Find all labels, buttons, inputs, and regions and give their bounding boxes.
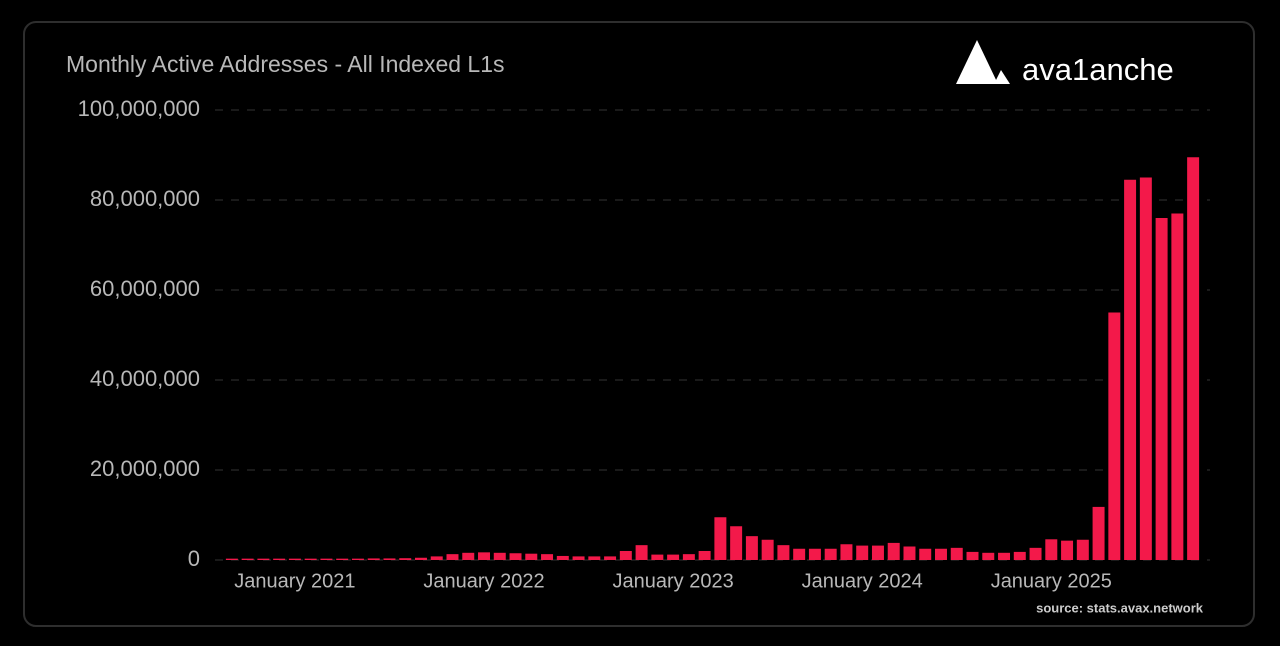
y-tick-label: 100,000,000: [78, 96, 200, 121]
bar: [887, 542, 900, 560]
bar: [667, 554, 680, 560]
bar: [1139, 177, 1152, 560]
bar: [446, 554, 459, 560]
bar: [966, 551, 979, 560]
bar: [414, 557, 427, 560]
bar: [493, 552, 506, 560]
bar: [1076, 539, 1089, 560]
card: [23, 21, 1255, 627]
chart-title: Monthly Active Addresses - All Indexed L…: [66, 51, 505, 77]
bar: [383, 558, 396, 560]
bar: [288, 558, 301, 560]
bar: [793, 548, 806, 560]
bar: [714, 517, 727, 560]
bar: [572, 556, 585, 560]
y-tick-label: 80,000,000: [90, 186, 200, 211]
bar: [1092, 506, 1105, 560]
bar: [808, 548, 821, 560]
logo-mark: [956, 40, 998, 84]
bar: [225, 558, 238, 560]
x-tick-label: January 2022: [423, 570, 544, 592]
bar: [604, 556, 617, 560]
bar: [430, 556, 443, 560]
bar: [541, 554, 554, 560]
bar: [903, 546, 916, 560]
x-tick-label: January 2024: [802, 570, 923, 592]
bar: [556, 555, 569, 560]
bar: [1013, 551, 1026, 560]
bar: [399, 558, 412, 560]
bar: [1045, 539, 1058, 560]
bar: [745, 536, 758, 560]
y-tick-label: 60,000,000: [90, 276, 200, 301]
bar: [651, 554, 664, 560]
bar: [935, 548, 947, 560]
bar: [998, 552, 1011, 560]
bar: [950, 547, 963, 560]
bar: [919, 548, 932, 560]
logo-mark: [994, 70, 1010, 84]
y-tick-label: 0: [188, 546, 200, 571]
bar: [982, 552, 995, 560]
bar: [462, 552, 475, 560]
x-tick-label: January 2021: [234, 570, 355, 592]
bar: [478, 552, 490, 560]
bar: [525, 553, 538, 560]
bar: [698, 551, 711, 560]
bar: [871, 545, 884, 560]
bar: [320, 558, 333, 560]
y-tick-label: 40,000,000: [90, 366, 200, 391]
bar: [856, 545, 869, 560]
bar: [619, 551, 632, 560]
bar: [1108, 312, 1121, 560]
x-tick-label: January 2025: [991, 570, 1112, 592]
bar: [730, 526, 743, 560]
bar: [588, 556, 601, 560]
bar: [761, 539, 774, 560]
bar: [1124, 179, 1137, 560]
bar: [336, 558, 349, 560]
bar: [1187, 157, 1200, 560]
bar: [351, 558, 364, 560]
bar: [1155, 218, 1168, 560]
bar: [257, 558, 270, 560]
bar: [635, 545, 648, 560]
source: source: stats.avax.network: [1036, 600, 1204, 615]
bar: [1171, 213, 1184, 560]
bar: [304, 558, 317, 560]
bar: [1061, 540, 1074, 560]
bar: [682, 554, 695, 560]
y-tick-label: 20,000,000: [90, 456, 200, 481]
bar: [509, 553, 522, 560]
x-tick-label: January 2023: [613, 570, 734, 592]
bar: [840, 544, 853, 560]
bar: [1029, 547, 1042, 560]
bar: [273, 558, 286, 560]
bar: [241, 558, 254, 560]
bar: [824, 548, 837, 560]
brand: ava1anche: [1022, 52, 1174, 87]
bar: [367, 558, 380, 560]
bar: [777, 545, 790, 560]
